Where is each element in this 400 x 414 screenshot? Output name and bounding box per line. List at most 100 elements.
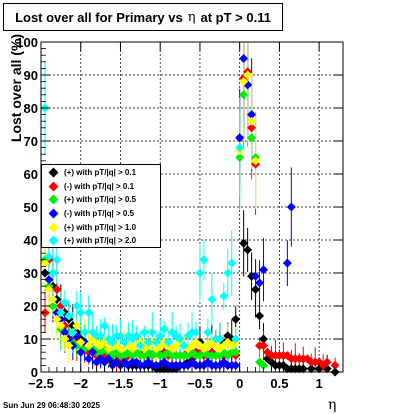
data-point (135, 341, 145, 351)
data-point (104, 354, 114, 364)
data-point (251, 156, 261, 166)
series-4-markers (40, 54, 296, 370)
data-point (56, 321, 66, 331)
data-point (115, 344, 125, 354)
data-point (235, 133, 245, 143)
chart-title-cut: at pT > 0.11 (200, 9, 271, 25)
legend-entry: (-) with pT/|q| > 0.1 (46, 180, 156, 194)
data-point (60, 298, 70, 308)
legend-marker (48, 235, 59, 246)
data-point (322, 357, 332, 367)
data-point (155, 331, 165, 341)
data-point (231, 314, 241, 324)
legend-entry: (+) with pT/|q| > 0.1 (46, 166, 156, 180)
x-tick-label: 0 (236, 376, 243, 391)
data-point (119, 337, 129, 347)
data-point (191, 327, 201, 337)
data-point (139, 327, 149, 337)
data-point (52, 314, 62, 324)
data-point (247, 116, 257, 126)
legend-label: (-) with pT/|q| > 0.1 (64, 181, 135, 191)
data-point (247, 123, 257, 133)
timestamp: Sun Jun 29 06:48:30 2025 (3, 401, 100, 410)
legend-label: (+) with pT/|q| > 2.0 (64, 236, 137, 246)
x-tick-label: −1.5 (108, 376, 134, 391)
data-point (96, 331, 106, 341)
legend-marker (48, 208, 59, 219)
data-point (259, 341, 269, 351)
data-point (80, 327, 90, 337)
legend-marker (48, 167, 59, 178)
legend-entry: (+) with pT/|q| > 0.5 (46, 193, 156, 207)
tick-labels: −2.5 −2 −1.5 −1 −0.5 0 0.5 10102030405060708090… (16, 35, 322, 391)
legend: (+) with pT/|q| > 0.1 (-) with pT/|q| > 0… (41, 164, 161, 248)
data-point (231, 347, 241, 357)
y-axis-label: Lost over all (%) (8, 33, 24, 143)
data-point (207, 294, 217, 304)
legend-entry: (+) with pT/|q| > 1.0 (46, 220, 156, 234)
data-point (84, 308, 94, 318)
legend-entry: (-) with pT/|q| > 0.5 (46, 207, 156, 221)
data-point (223, 268, 233, 278)
data-point (88, 347, 98, 357)
data-point (239, 238, 249, 248)
data-point (100, 321, 110, 331)
data-point (76, 308, 86, 318)
data-point (115, 331, 125, 341)
y-tick-label: 40 (24, 233, 38, 248)
data-point (76, 337, 86, 347)
y-tick-label: 20 (24, 299, 38, 314)
data-markers (40, 54, 340, 377)
data-point (68, 327, 78, 337)
y-tick-label: 80 (24, 101, 38, 116)
data-point (72, 321, 82, 331)
y-tick-label: 100 (16, 35, 38, 50)
data-point (64, 341, 74, 351)
data-point (255, 278, 265, 288)
title-eta-symbol: η (187, 9, 196, 25)
data-point (215, 334, 225, 344)
data-point (239, 90, 249, 100)
y-tick-label: 50 (24, 200, 38, 215)
x-tick-label: −1 (153, 376, 168, 391)
data-point (239, 77, 249, 87)
data-point (227, 258, 237, 268)
data-point (131, 331, 141, 341)
chart-title-box: Lost over all for Primary vs η at pT > 0… (3, 3, 283, 31)
legend-label: (+) with pT/|q| > 1.0 (64, 222, 137, 232)
data-point (56, 308, 66, 318)
y-tick-label: 0 (31, 365, 38, 380)
chart-title: Lost over all for Primary vs (15, 9, 183, 25)
x-tick-label: 0.5 (270, 376, 288, 391)
data-point (247, 110, 257, 120)
data-point (48, 301, 58, 311)
legend-entry: (+) with pT/|q| > 2.0 (46, 234, 156, 248)
data-point (239, 54, 249, 63)
x-tick-label: −0.5 (187, 376, 213, 391)
legend-label: (+) with pT/|q| > 0.1 (64, 168, 137, 178)
legend-marker (48, 195, 59, 205)
data-point (48, 268, 58, 278)
data-point (195, 268, 205, 278)
data-point (203, 327, 213, 337)
data-point (163, 337, 173, 347)
data-point (175, 334, 185, 344)
data-point (119, 357, 129, 367)
legend-label: (+) with pT/|q| > 0.5 (64, 195, 137, 205)
x-tick-label: −2.5 (28, 376, 54, 391)
x-tick-label: −2 (73, 376, 88, 391)
data-point (255, 311, 265, 321)
data-point (147, 327, 157, 337)
data-point (84, 341, 94, 351)
data-point (247, 133, 257, 143)
data-point (40, 258, 50, 268)
y-tick-label: 90 (24, 68, 38, 83)
data-point (72, 301, 82, 311)
data-point (60, 334, 70, 344)
data-point (243, 70, 253, 80)
data-point (143, 337, 153, 347)
data-point (159, 324, 169, 334)
data-point (76, 347, 86, 357)
y-tick-label: 30 (24, 266, 38, 281)
